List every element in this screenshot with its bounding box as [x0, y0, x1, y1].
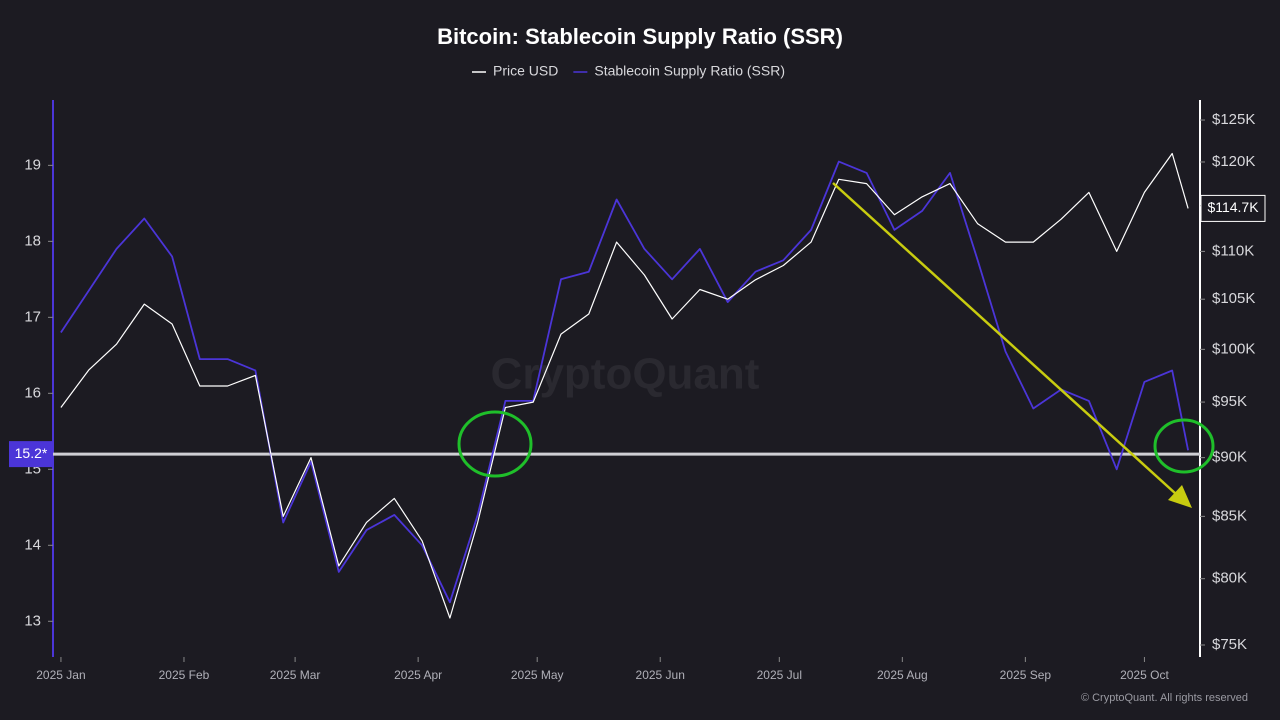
watermark: CryptoQuant: [491, 350, 760, 399]
reference-label: 15.2*: [15, 445, 48, 461]
x-tick-label: 2025 Mar: [270, 668, 321, 682]
x-tick-label: 2025 Jan: [36, 668, 85, 682]
y2-tick-label: $100K: [1212, 340, 1255, 357]
x-tick-label: 2025 Aug: [877, 668, 928, 682]
highlight-circle: [1153, 418, 1215, 474]
y2-tick-label: $75K: [1212, 636, 1247, 653]
x-tick-label: 2025 Jul: [757, 668, 802, 682]
y2-tick-label: $125K: [1212, 111, 1255, 128]
reference-label-box: [9, 441, 53, 468]
x-tick-label: 2025 Oct: [1120, 668, 1169, 682]
series-line: [60, 160, 1189, 604]
x-tick-label: 2025 Apr: [394, 668, 442, 682]
y2-tick-label: $95K: [1212, 393, 1247, 410]
y2-tick-label: $120K: [1212, 153, 1255, 170]
x-tick-label: 2025 Sep: [1000, 668, 1052, 682]
trend-arrow-head: [1168, 485, 1192, 508]
legend-label: Stablecoin Supply Ratio (SSR): [594, 63, 785, 79]
y2-tick-label: $105K: [1212, 290, 1255, 307]
y2-tick-label: $80K: [1212, 570, 1247, 587]
x-tick-label: 2025 Feb: [159, 668, 210, 682]
y-tick-label: 17: [24, 308, 41, 325]
legend: Price USD Stablecoin Supply Ratio (SSR): [472, 63, 785, 79]
footer: © CryptoQuant. All rights reserved: [1081, 692, 1248, 704]
y-tick-label: 19: [24, 156, 41, 173]
chart-title: Bitcoin: Stablecoin Supply Ratio (SSR): [437, 24, 843, 49]
x-tick-label: 2025 May: [511, 668, 564, 682]
y2-tick-label: $85K: [1212, 507, 1247, 524]
y-tick-label: 13: [24, 612, 41, 629]
y-tick-label: 18: [24, 232, 41, 249]
x-tick-label: 2025 Jun: [636, 668, 685, 682]
y2-tick-label: $110K: [1212, 242, 1254, 259]
y-tick-label: 16: [24, 384, 41, 401]
highlight-circle: [457, 410, 533, 478]
last-price-label: $114.7K: [1207, 199, 1259, 215]
y2-tick-label: $90K: [1212, 449, 1247, 466]
plot-area: 13141516171819$75K$80K$85K$90K$95K$100K$…: [9, 100, 1266, 682]
legend-label: Price USD: [493, 63, 558, 79]
series-line: [60, 152, 1189, 619]
last-price-box: [1200, 194, 1266, 222]
trend-arrow: [832, 182, 1177, 495]
y-tick-label: 14: [24, 536, 41, 553]
